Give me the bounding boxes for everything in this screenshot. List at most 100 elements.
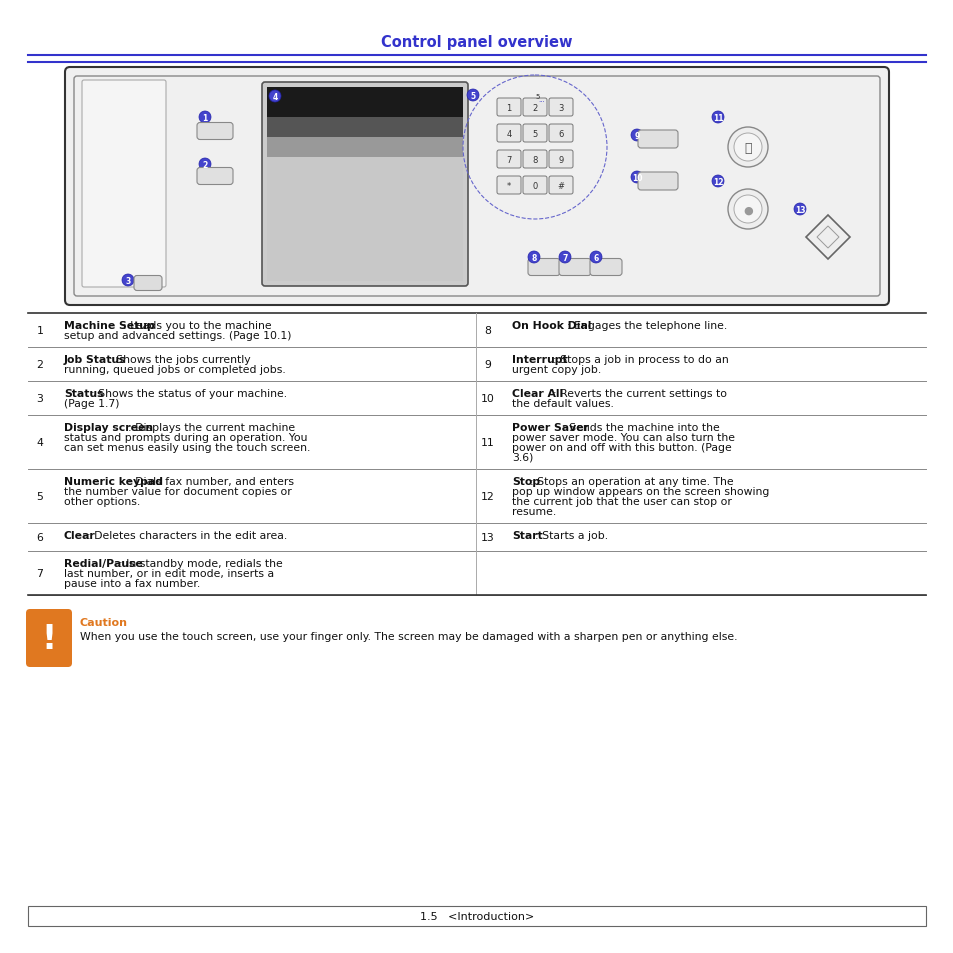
Text: 8: 8 — [484, 326, 491, 335]
Circle shape — [733, 133, 761, 162]
Text: *: * — [506, 182, 511, 191]
FancyBboxPatch shape — [497, 151, 520, 169]
Text: Machine Setup: Machine Setup — [64, 320, 154, 331]
Text: 11: 11 — [712, 113, 722, 123]
Text: #: # — [557, 182, 564, 191]
Text: 5: 5 — [470, 91, 475, 101]
Text: 6: 6 — [593, 253, 598, 263]
FancyBboxPatch shape — [497, 125, 520, 143]
Text: 12: 12 — [480, 492, 495, 501]
FancyBboxPatch shape — [196, 169, 233, 185]
Circle shape — [630, 172, 642, 184]
Text: 4: 4 — [273, 92, 277, 102]
FancyBboxPatch shape — [589, 259, 621, 276]
FancyBboxPatch shape — [548, 125, 573, 143]
Text: 4: 4 — [36, 437, 44, 448]
Polygon shape — [805, 215, 849, 260]
FancyBboxPatch shape — [522, 177, 546, 194]
FancyBboxPatch shape — [638, 172, 678, 191]
FancyBboxPatch shape — [638, 131, 678, 149]
FancyBboxPatch shape — [497, 99, 520, 117]
Text: When you use the touch screen, use your finger only. The screen may be damaged w: When you use the touch screen, use your … — [80, 631, 737, 641]
Text: 4: 4 — [506, 130, 511, 139]
Text: the number value for document copies or: the number value for document copies or — [64, 486, 292, 497]
Text: resume.: resume. — [512, 506, 556, 517]
Text: 0: 0 — [532, 182, 537, 191]
FancyBboxPatch shape — [82, 81, 166, 288]
Text: 5: 5 — [535, 94, 538, 100]
Text: power on and off with this button. (Page: power on and off with this button. (Page — [512, 442, 731, 453]
Text: : Shows the jobs currently: : Shows the jobs currently — [110, 355, 251, 365]
Text: : Shows the status of your machine.: : Shows the status of your machine. — [91, 389, 287, 398]
Bar — [267, 118, 462, 138]
Text: Interrupt: Interrupt — [512, 355, 567, 365]
FancyBboxPatch shape — [133, 276, 162, 292]
Text: 7: 7 — [36, 568, 44, 578]
Text: 3: 3 — [125, 276, 131, 286]
FancyBboxPatch shape — [26, 609, 71, 667]
Text: pause into a fax number.: pause into a fax number. — [64, 578, 200, 588]
Text: Caution: Caution — [80, 618, 128, 627]
Text: 9: 9 — [634, 132, 639, 141]
Text: 3: 3 — [36, 394, 44, 403]
Text: Control panel overview: Control panel overview — [381, 35, 572, 50]
Text: : Dials fax number, and enters: : Dials fax number, and enters — [128, 476, 294, 486]
Text: last number, or in edit mode, inserts a: last number, or in edit mode, inserts a — [64, 568, 274, 578]
Circle shape — [199, 112, 211, 124]
Text: 5: 5 — [532, 130, 537, 139]
Text: Display screen: Display screen — [64, 422, 153, 433]
Text: power saver mode. You can also turn the: power saver mode. You can also turn the — [512, 433, 734, 442]
Circle shape — [269, 91, 281, 103]
Text: 12: 12 — [712, 178, 722, 187]
Text: On Hook Dial: On Hook Dial — [512, 320, 591, 331]
Text: : Engages the telephone line.: : Engages the telephone line. — [566, 320, 726, 331]
Text: 6: 6 — [36, 533, 44, 542]
Text: Stop: Stop — [512, 476, 539, 486]
Text: 7: 7 — [561, 253, 567, 263]
Circle shape — [122, 274, 133, 287]
Text: ⏻: ⏻ — [743, 142, 751, 155]
Text: 6: 6 — [558, 130, 563, 139]
Circle shape — [711, 112, 723, 124]
Text: 13: 13 — [480, 533, 495, 542]
Text: : Starts a job.: : Starts a job. — [535, 531, 607, 540]
Circle shape — [630, 130, 642, 142]
Text: !: ! — [41, 623, 56, 656]
Text: ●: ● — [742, 206, 752, 215]
Text: 9: 9 — [484, 359, 491, 370]
Text: 1: 1 — [506, 104, 511, 112]
Text: 2: 2 — [532, 104, 537, 112]
Text: the current job that the user can stop or: the current job that the user can stop o… — [512, 497, 731, 506]
Circle shape — [467, 90, 478, 102]
FancyBboxPatch shape — [522, 99, 546, 117]
Circle shape — [727, 128, 767, 168]
Circle shape — [793, 204, 805, 215]
Text: 5: 5 — [36, 492, 44, 501]
FancyBboxPatch shape — [196, 123, 233, 140]
Text: pop up window appears on the screen showing: pop up window appears on the screen show… — [512, 486, 768, 497]
Circle shape — [558, 252, 571, 264]
Text: : Deletes characters in the edit area.: : Deletes characters in the edit area. — [87, 531, 287, 540]
Text: other options.: other options. — [64, 497, 140, 506]
Text: running, queued jobs or completed jobs.: running, queued jobs or completed jobs. — [64, 365, 286, 375]
Circle shape — [527, 252, 539, 264]
Text: 10: 10 — [480, 394, 495, 403]
Text: 2: 2 — [36, 359, 44, 370]
Text: 8: 8 — [531, 253, 537, 263]
Text: Status: Status — [64, 389, 103, 398]
Text: 1: 1 — [202, 113, 208, 123]
Text: 7: 7 — [506, 156, 511, 165]
Circle shape — [589, 252, 601, 264]
FancyBboxPatch shape — [527, 259, 559, 276]
Text: 1.5   <Introduction>: 1.5 <Introduction> — [419, 911, 534, 921]
Bar — [267, 88, 462, 118]
Text: status and prompts during an operation. You: status and prompts during an operation. … — [64, 433, 307, 442]
FancyBboxPatch shape — [558, 259, 590, 276]
FancyBboxPatch shape — [522, 151, 546, 169]
Text: 3: 3 — [558, 104, 563, 112]
Bar — [267, 138, 462, 158]
Text: : Displays the current machine: : Displays the current machine — [128, 422, 294, 433]
Text: Job Status: Job Status — [64, 355, 127, 365]
Text: : Leads you to the machine: : Leads you to the machine — [123, 320, 272, 331]
Text: Start: Start — [512, 531, 542, 540]
